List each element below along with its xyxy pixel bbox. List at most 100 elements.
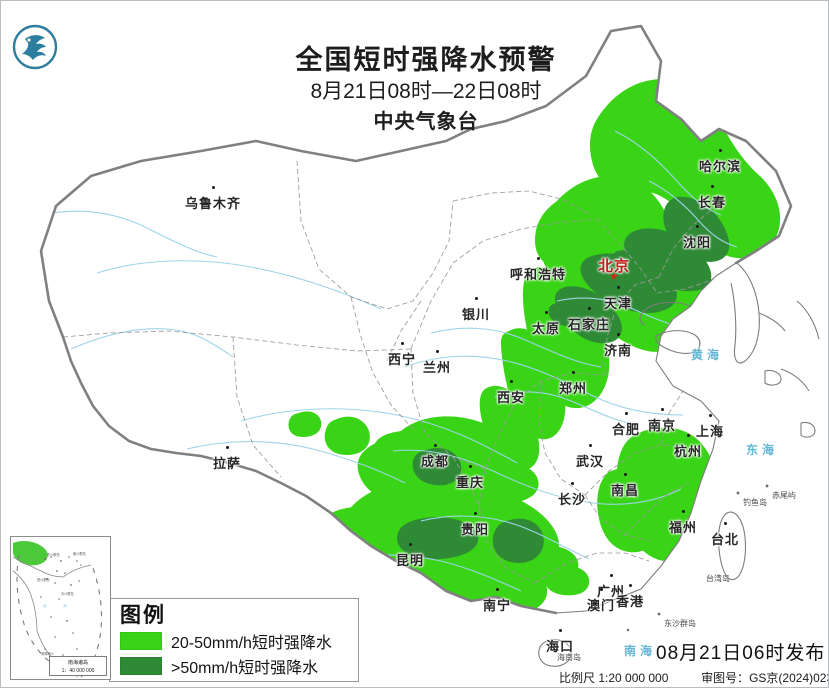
city-marker-dot bbox=[616, 286, 620, 289]
forecast-period: 8月21日08时—22日08时 bbox=[310, 80, 542, 103]
city-name: 石家庄 bbox=[567, 317, 611, 332]
city-marker-dot bbox=[211, 186, 215, 189]
inset-title: 南海诸岛 bbox=[67, 660, 88, 666]
city-name: 拉萨 bbox=[212, 456, 242, 471]
city-label-30: 澳门 bbox=[586, 588, 616, 614]
city-marker-dot bbox=[544, 311, 548, 314]
city-name: 南昌 bbox=[610, 483, 640, 498]
city-name: 济南 bbox=[603, 343, 633, 358]
city-name: 沈阳 bbox=[682, 235, 712, 250]
sea-label-0: 黄海 bbox=[691, 348, 724, 362]
cma-dragon-logo bbox=[11, 23, 59, 71]
city-name: 南京 bbox=[647, 418, 677, 433]
city-label-21: 重庆 bbox=[455, 465, 485, 491]
city-label-16: 合肥 bbox=[611, 412, 641, 438]
city-name: 银川 bbox=[461, 307, 491, 322]
city-name: 西安 bbox=[496, 390, 526, 405]
city-label-11: 西宁 bbox=[388, 342, 416, 368]
city-name: 澳门 bbox=[586, 598, 616, 613]
legend-swatch-over-50 bbox=[120, 657, 162, 675]
city-name: 重庆 bbox=[455, 475, 485, 490]
city-marker-dot bbox=[587, 307, 591, 310]
city-name: 合肥 bbox=[611, 422, 641, 437]
city-marker-dot bbox=[408, 543, 412, 546]
issue-time: 08月21日06时发布 bbox=[656, 643, 826, 664]
city-name: 福州 bbox=[668, 520, 698, 535]
city-marker-dot bbox=[718, 149, 722, 152]
sea-label-1: 东海 bbox=[746, 443, 779, 457]
city-label-15: 拉萨 bbox=[212, 446, 242, 472]
footer-meta: 比例尺 1:20 000 000 审图号：GS京(2024)0236号 bbox=[559, 669, 828, 686]
city-label-4: 呼和浩特 bbox=[510, 257, 566, 283]
map-approval-number: 审图号：GS京(2024)0236号 bbox=[701, 671, 828, 685]
svg-text:西沙群岛: 西沙群岛 bbox=[37, 577, 50, 582]
city-label-29: 广州 bbox=[596, 574, 626, 600]
legend-label-20-50: 20-50mm/h短时强降水 bbox=[171, 635, 332, 652]
city-name: 兰州 bbox=[422, 360, 452, 375]
city-marker-dot bbox=[708, 414, 712, 417]
city-label-8: 太原 bbox=[531, 311, 561, 337]
city-marker-dot bbox=[695, 225, 699, 228]
island-label-0: 钓鱼岛 bbox=[743, 498, 767, 507]
legend-row: >50mm/h短时强降水 bbox=[120, 654, 350, 678]
city-label-1: 哈尔滨 bbox=[699, 149, 741, 175]
city-label-5: 北京 bbox=[598, 255, 630, 276]
national-border bbox=[39, 24, 793, 615]
city-marker-dot bbox=[570, 482, 574, 485]
city-marker-dot bbox=[474, 297, 478, 300]
city-name: 武汉 bbox=[575, 454, 605, 469]
city-label-24: 长沙 bbox=[557, 482, 587, 508]
island-label-3: 东沙群岛 bbox=[664, 619, 696, 628]
city-label-10: 济南 bbox=[603, 333, 633, 359]
city-name: 长沙 bbox=[557, 492, 587, 507]
city-name: 广州 bbox=[596, 584, 626, 599]
province-borders bbox=[62, 160, 730, 584]
precip-over-50-layer bbox=[397, 196, 730, 563]
city-marker-dot bbox=[628, 584, 632, 587]
city-name: 贵阳 bbox=[460, 522, 490, 537]
city-label-22: 武汉 bbox=[575, 444, 605, 470]
city-marker-dot bbox=[495, 588, 499, 591]
city-label-17: 南京 bbox=[647, 408, 677, 434]
city-label-32: 南宁 bbox=[483, 588, 511, 614]
city-label-23: 南昌 bbox=[610, 473, 640, 499]
south-china-sea-inset: 东沙群岛 南沙群岛 西沙群岛 中沙群岛 曾母暗沙 南 海 南海诸岛 1：40 00… bbox=[10, 536, 111, 680]
city-label-6: 天津 bbox=[603, 286, 633, 312]
city-name: 香港 bbox=[615, 594, 645, 609]
city-label-12: 兰州 bbox=[422, 350, 452, 376]
page-title: 全国短时强降水预警 bbox=[295, 45, 557, 75]
city-label-0: 乌鲁木齐 bbox=[185, 186, 241, 212]
svg-text:南: 南 bbox=[43, 603, 47, 608]
city-name: 北京 bbox=[597, 258, 631, 275]
city-label-3: 沈阳 bbox=[682, 225, 712, 251]
city-marker-dot bbox=[400, 342, 404, 345]
city-label-19: 杭州 bbox=[673, 434, 703, 460]
city-marker-dot bbox=[623, 473, 627, 476]
city-name: 天津 bbox=[603, 296, 633, 311]
city-name: 台北 bbox=[710, 532, 740, 547]
city-label-26: 福州 bbox=[668, 510, 698, 536]
city-name: 杭州 bbox=[673, 444, 703, 459]
map-rivers bbox=[52, 130, 738, 592]
svg-text:南沙群岛: 南沙群岛 bbox=[73, 551, 86, 556]
city-label-31: 香港 bbox=[615, 584, 645, 610]
legend-label-over-50: >50mm/h短时强降水 bbox=[171, 660, 319, 677]
city-label-20: 成都 bbox=[420, 444, 450, 470]
city-marker-dot bbox=[571, 371, 575, 374]
island-label-1: 赤尾屿 bbox=[772, 491, 796, 500]
city-label-7: 银川 bbox=[461, 297, 491, 323]
city-label-25: 贵阳 bbox=[460, 512, 490, 538]
city-marker-dot bbox=[509, 380, 513, 383]
sea-label-2: 南海 bbox=[624, 644, 657, 658]
city-name: 长春 bbox=[697, 195, 727, 210]
scale-label: 比例尺 1:20 000 000 bbox=[559, 671, 669, 685]
legend-row: 20-50mm/h短时强降水 bbox=[120, 629, 350, 653]
city-name: 太原 bbox=[531, 321, 561, 336]
legend-box: 图例 20-50mm/h短时强降水 >50mm/h短时强降水 bbox=[109, 598, 359, 682]
city-marker-dot bbox=[609, 574, 613, 577]
city-name: 成都 bbox=[420, 454, 450, 469]
legend-swatch-20-50 bbox=[120, 632, 162, 650]
city-label-2: 长春 bbox=[697, 185, 727, 211]
city-marker-dot bbox=[225, 446, 229, 449]
